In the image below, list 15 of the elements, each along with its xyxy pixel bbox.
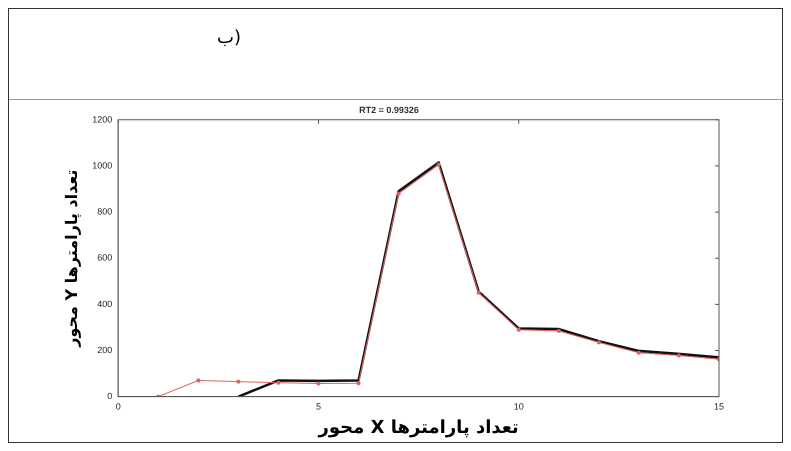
x-tick-label: 0 (116, 401, 121, 412)
y-axis-title: محور Y تعداد پارامترها (62, 170, 81, 348)
y-tick-label: 400 (97, 298, 112, 309)
y-tick-label: 1000 (92, 160, 112, 170)
y-tick-label: 0 (107, 391, 112, 402)
x-tick-label: 5 (316, 401, 321, 412)
x-axis-title: محور X تعداد پارامترها (318, 416, 519, 438)
x-tick-label: 15 (714, 401, 724, 412)
chart-subtitle: ب) (216, 27, 242, 48)
y-tick-label: 600 (97, 252, 112, 263)
y-tick-label: 200 (97, 344, 112, 355)
y-tick-label: 800 (97, 206, 112, 217)
x-tick-label: 10 (514, 401, 524, 412)
chart-title: RT2 = 0.99326 (359, 104, 419, 115)
y-tick-label: 1200 (92, 114, 112, 124)
